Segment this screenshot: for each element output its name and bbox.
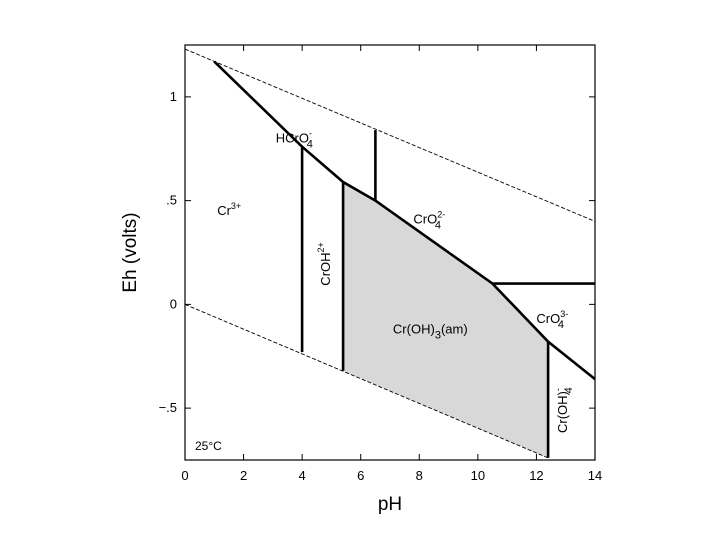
species-label: Cr(OH)3(am) (393, 321, 468, 341)
species-label: CrO3-4 (536, 309, 568, 331)
water-stability-lines (184, 48, 596, 459)
x-tick-label: 2 (240, 468, 247, 483)
x-tick-label: 0 (181, 468, 188, 483)
phase-boundaries (213, 60, 596, 458)
y-tick-label: 1 (170, 89, 177, 104)
x-axis-title: pH (378, 494, 402, 515)
x-tick-label: 6 (357, 468, 364, 483)
x-tick-label: 14 (588, 468, 602, 483)
x-tick-label: 8 (416, 468, 423, 483)
y-tick-label: .5 (166, 193, 177, 208)
x-tick-label: 4 (299, 468, 306, 483)
y-axis-title: Eh (volts) (120, 212, 141, 292)
species-label: HCrO-4 (276, 129, 313, 151)
plot-frame (184, 44, 596, 461)
temperature-label: 25°C (195, 439, 222, 453)
species-label: CrO2-4 (413, 209, 445, 231)
species-label: CrOH2+ (316, 242, 333, 285)
species-label: Cr(OH)-4 (553, 387, 575, 433)
shaded-region (343, 182, 549, 458)
rotated-species-label: CrOH2+ (316, 242, 333, 285)
x-tick-label: 12 (529, 468, 543, 483)
species-labels: Cr3+ HCrO-4 CrO2-4 CrO3-4 Cr(OH)3(am) CrOH2+ C… (217, 129, 575, 434)
x-tick-label: 10 (471, 468, 485, 483)
axis-ticks: 0 2 4 6 8 10 12 14 1 .5 0 −.5 (159, 45, 602, 483)
water-stability-line (184, 48, 596, 222)
species-label: Cr3+ (217, 201, 241, 218)
y-tick-label: 0 (170, 296, 177, 311)
y-tick-label: −.5 (159, 400, 177, 415)
rotated-species-label: Cr(OH)-4 (553, 387, 575, 433)
